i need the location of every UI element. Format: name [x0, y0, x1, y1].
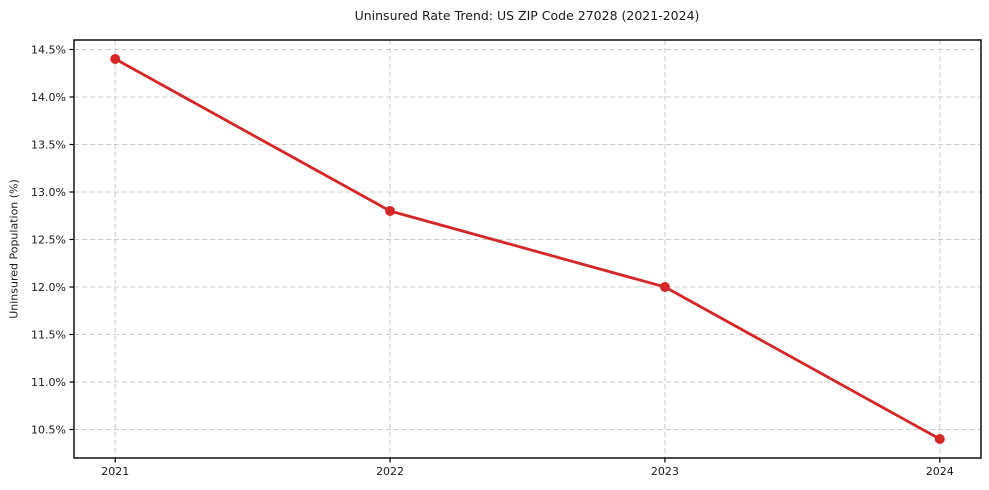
y-tick-label: 11.0%: [31, 376, 66, 389]
data-point-2021: [110, 54, 121, 64]
x-tick-label: 2023: [651, 465, 679, 478]
y-tick-label: 10.5%: [31, 424, 66, 437]
y-tick-label: 11.5%: [31, 329, 66, 342]
chart-title: Uninsured Rate Trend: US ZIP Code 27028 …: [354, 8, 700, 23]
x-tick-label: 2022: [376, 465, 404, 478]
trend-line: [113, 57, 942, 441]
y-tick-label: 12.5%: [31, 234, 66, 247]
y-tick-label: 14.5%: [31, 44, 66, 57]
y-tick-label: 14.0%: [31, 91, 66, 104]
y-tick-label: 12.0%: [31, 281, 66, 294]
data-point-2022: [385, 206, 396, 216]
data-point-2023: [659, 282, 670, 292]
x-tick-label: 2024: [926, 465, 954, 478]
plot-spines: [73, 39, 982, 459]
y-tick-label: 13.0%: [31, 186, 66, 199]
data-point-2024: [934, 434, 945, 444]
x-tick-label: 2021: [101, 465, 129, 478]
y-tick-label: 13.5%: [31, 139, 66, 152]
